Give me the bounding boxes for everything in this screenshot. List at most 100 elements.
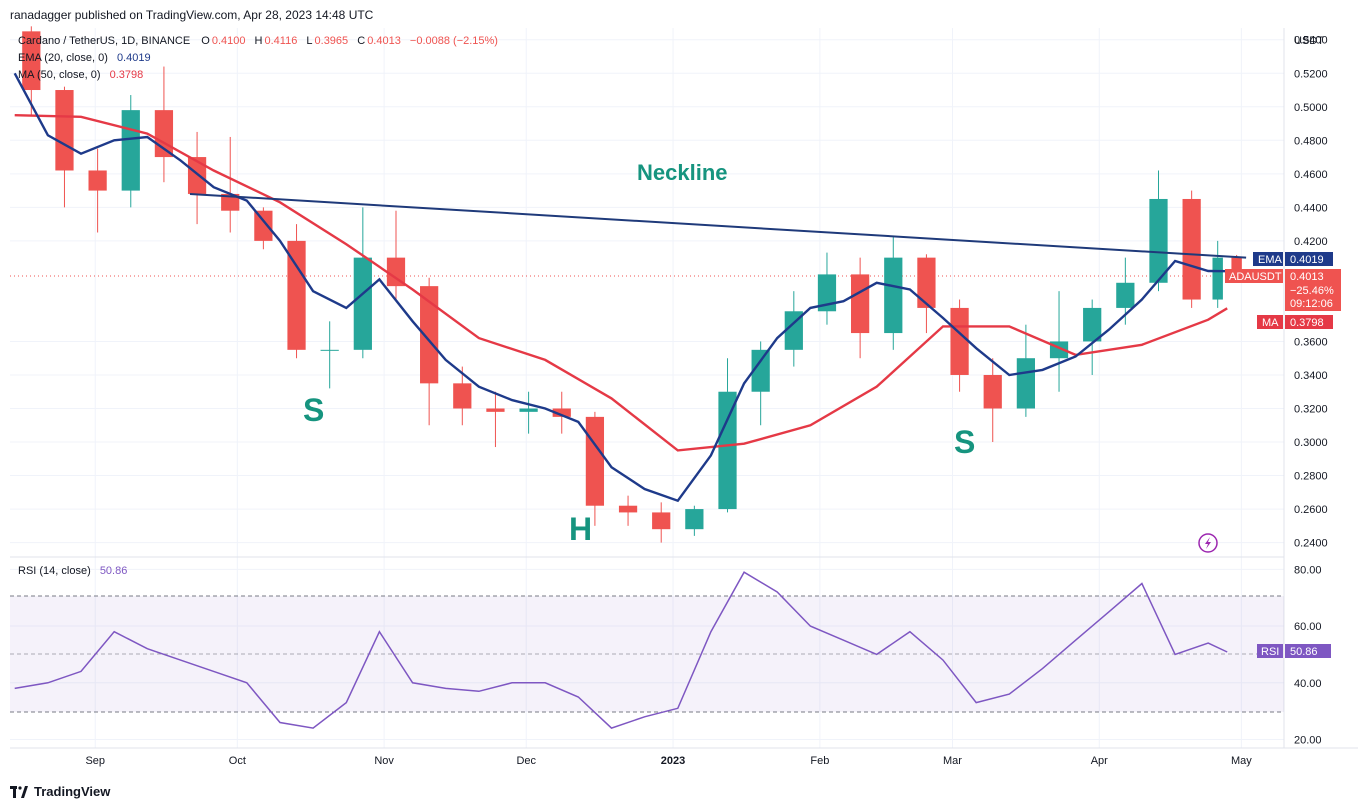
price-tick-label: 0.5000 (1294, 102, 1328, 114)
candle-body (817, 274, 837, 312)
price-tick-label: 0.3600 (1294, 336, 1328, 348)
candle-body (685, 509, 704, 530)
svg-text:0.3798: 0.3798 (1290, 317, 1324, 329)
rsi-axis[interactable]: 80.00 60.00 40.00 20.00 (1294, 564, 1322, 746)
time-tick-label: May (1231, 755, 1252, 767)
tradingview-brand: TradingView (34, 784, 111, 799)
candle-body (618, 505, 638, 513)
price-tick-label: 0.4600 (1294, 169, 1328, 181)
neckline-annotation: Neckline (637, 160, 728, 185)
symbol-title[interactable]: Cardano / TetherUS, 1D, BINANCE (18, 35, 191, 47)
candle-body (254, 210, 273, 241)
svg-text:RSI: RSI (1261, 646, 1279, 658)
candle-body (751, 349, 770, 392)
candle-body (552, 408, 571, 417)
svg-text:0.4019: 0.4019 (1290, 254, 1324, 266)
price-tick-label: 0.5200 (1294, 68, 1328, 80)
candle-body (1016, 358, 1036, 409)
rsi-tick-label: 80.00 (1294, 564, 1322, 576)
time-tick-label: Oct (229, 755, 246, 767)
lightning-icon[interactable] (1198, 533, 1218, 553)
rsi-line (14, 571, 1228, 729)
svg-text:09:12:06: 09:12:06 (1290, 298, 1333, 310)
change-value: −0.0088 (−2.15%) (409, 35, 498, 47)
tradingview-logo-icon (10, 785, 28, 798)
candle-body (519, 408, 538, 412)
ema-line (13, 72, 1228, 503)
rsi-legend[interactable]: RSI (14, close) 50.86 (18, 565, 127, 577)
open-label: O (201, 35, 210, 47)
ma-line (14, 114, 1228, 452)
ema-legend[interactable]: EMA (20, close, 0) 0.4019 (18, 52, 151, 64)
candle-body (1083, 307, 1102, 342)
candle-body (718, 391, 737, 510)
ma-legend-value: 0.3798 (109, 69, 144, 81)
candle-body (320, 349, 339, 351)
svg-text:ADAUSDT: ADAUSDT (1229, 271, 1282, 283)
price-tick-label: 0.4400 (1294, 202, 1328, 214)
ma-legend-label: MA (50, close, 0) (18, 69, 101, 81)
candle-body (287, 240, 306, 350)
svg-text:50.86: 50.86 (1290, 646, 1318, 658)
ma-legend[interactable]: MA (50, close, 0) 0.3798 (18, 69, 143, 81)
currency-label: USDT (1294, 35, 1324, 47)
candle-body (353, 257, 372, 350)
time-axis[interactable]: Sep Oct Nov Dec 2023 Feb Mar Apr May (85, 755, 1252, 767)
candle-body (486, 408, 505, 412)
candle-body (917, 257, 936, 308)
svg-text:0.4013: 0.4013 (1290, 271, 1324, 283)
candle-body (652, 512, 671, 530)
candle-body (386, 257, 406, 287)
candle-body (884, 257, 903, 334)
rsi-legend-value: 50.86 (99, 565, 128, 577)
price-tick-label: 0.4800 (1294, 135, 1328, 147)
price-tick-label: 0.2600 (1294, 504, 1328, 516)
svg-text:MA: MA (1262, 317, 1279, 329)
close-label: C (357, 35, 366, 47)
ema-legend-value: 0.4019 (116, 52, 151, 64)
price-tick-label: 0.3200 (1294, 403, 1328, 415)
price-tick-label: 0.2400 (1294, 538, 1328, 550)
candle-body (1231, 257, 1242, 273)
footer-brand[interactable]: TradingView (10, 784, 110, 799)
candle-body (420, 286, 439, 384)
time-tick-label: Nov (374, 755, 394, 767)
left-shoulder-annotation: S (303, 392, 324, 428)
rsi-tick-label: 60.00 (1294, 621, 1322, 633)
neckline[interactable] (189, 192, 1247, 259)
time-tick-label: Apr (1091, 755, 1108, 767)
candle-body (585, 416, 605, 506)
candle-body (950, 307, 969, 375)
candle-body (187, 157, 207, 194)
rsi-tick-label: 40.00 (1294, 678, 1322, 690)
high-label: H (254, 35, 263, 47)
price-axis[interactable]: 0.5400 0.5200 0.5000 0.4800 0.4600 0.4400 0.42… (1294, 35, 1328, 550)
candle-body (1116, 282, 1135, 308)
right-shoulder-annotation: S (954, 424, 975, 460)
price-tick-label: 0.3400 (1294, 370, 1328, 382)
candle-body (88, 170, 107, 191)
symbol-badge: ADAUSDT 0.4013 −25.46% 09:12:06 (1225, 269, 1341, 311)
candle-body (851, 274, 870, 334)
price-tick-label: 0.3000 (1294, 437, 1328, 449)
candles (22, 26, 1242, 543)
svg-text:EMA: EMA (1258, 254, 1283, 266)
price-tick-label: 0.5400 (1294, 35, 1328, 47)
time-tick-label: Mar (943, 755, 962, 767)
ema-legend-label: EMA (20, close, 0) (18, 52, 108, 64)
candle-body (221, 193, 240, 211)
head-annotation: H (569, 511, 592, 547)
rsi-badge: RSI 50.86 (1257, 644, 1331, 658)
svg-text:−25.46%: −25.46% (1290, 285, 1334, 297)
candle-body (784, 311, 803, 350)
close-value: 0.4013 (367, 35, 401, 47)
price-tick-label: 0.2800 (1294, 471, 1328, 483)
open-value: 0.4100 (211, 35, 246, 47)
symbol-legend[interactable]: Cardano / TetherUS, 1D, BINANCE O 0.4100 … (18, 35, 498, 47)
candle-body (453, 383, 472, 409)
candle-body (1182, 198, 1201, 300)
low-label: L (306, 35, 313, 47)
low-value: 0.3965 (314, 35, 349, 47)
candle-body (22, 31, 41, 91)
